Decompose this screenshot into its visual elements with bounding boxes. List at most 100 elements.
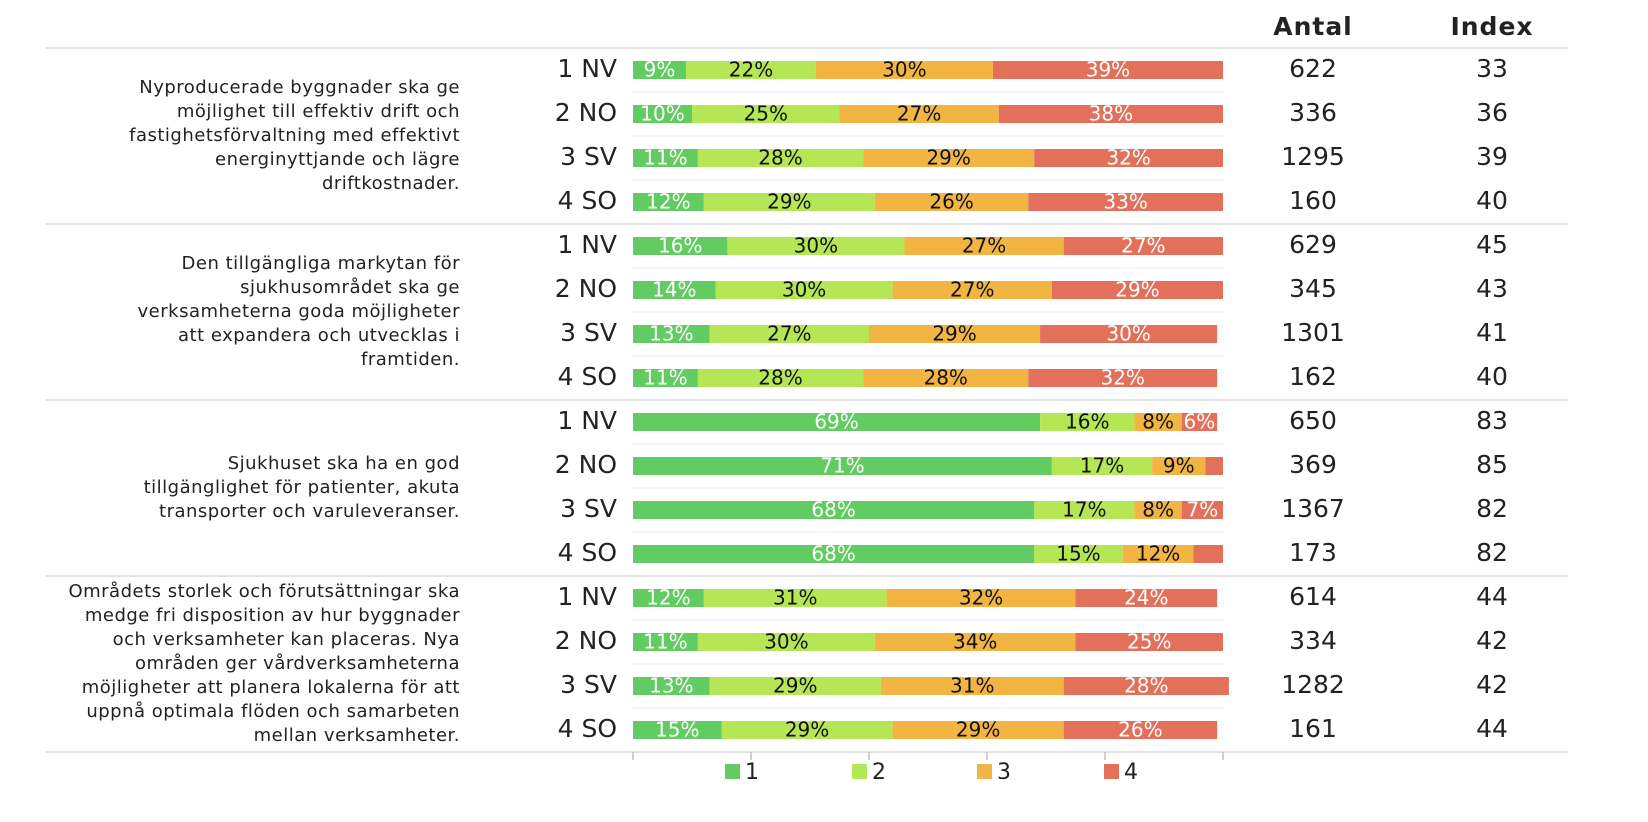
category-label: 2 NO xyxy=(555,450,617,479)
column-value: 41 xyxy=(1476,318,1508,347)
column-value: 43 xyxy=(1476,274,1508,303)
bar-segment xyxy=(1134,501,1182,519)
value-label: 13% xyxy=(649,674,693,698)
value-label: 22% xyxy=(729,58,773,82)
bar-segment xyxy=(703,193,875,211)
column-value: 650 xyxy=(1289,406,1337,435)
column-value: 42 xyxy=(1476,670,1508,699)
value-label: 29% xyxy=(1115,278,1159,302)
column-value: 369 xyxy=(1289,450,1337,479)
value-label: 13% xyxy=(649,322,693,346)
column-value: 161 xyxy=(1289,714,1337,743)
column-value: 173 xyxy=(1289,538,1337,567)
category-label: 3 SV xyxy=(560,318,617,347)
question-line: uppnå optimala flöden och samarbeten xyxy=(86,701,460,722)
question-line: framtiden. xyxy=(361,349,460,370)
question-line: energinyttjande och lägre xyxy=(215,149,460,170)
bar-segment xyxy=(633,413,1041,431)
category-label: 1 NV xyxy=(557,406,617,435)
question-line: möjligheter att planera lokalerna för at… xyxy=(82,677,460,698)
bar-segment xyxy=(727,237,905,255)
question-line: att expandera och utvecklas i xyxy=(178,325,460,346)
question-line: områden ger vårdverksamheterna xyxy=(135,653,460,674)
value-label: 9% xyxy=(1163,454,1195,478)
value-label: 14% xyxy=(652,278,696,302)
bar-segment xyxy=(633,677,710,695)
column-value: 40 xyxy=(1476,362,1508,391)
value-label: 34% xyxy=(953,630,997,654)
bar-segment xyxy=(692,105,840,123)
value-label: 25% xyxy=(744,102,788,126)
bar-segment xyxy=(633,149,698,167)
value-label: 17% xyxy=(1080,454,1124,478)
legend-label: 1 xyxy=(745,760,759,785)
column-value: 622 xyxy=(1289,54,1337,83)
bar-segment xyxy=(633,193,704,211)
bar-segment xyxy=(709,325,869,343)
bar-segment xyxy=(1152,457,1206,475)
question-line: Sjukhuset ska ha en god xyxy=(228,453,460,474)
bar-segment xyxy=(1075,633,1223,651)
question-line: medge fri disposition av hur byggnader xyxy=(85,605,460,626)
bar-segment xyxy=(992,61,1223,79)
value-label: 17% xyxy=(1062,498,1106,522)
bar-segment xyxy=(1181,501,1223,519)
column-value: 1301 xyxy=(1281,318,1345,347)
column-value: 44 xyxy=(1476,714,1508,743)
column-value: 45 xyxy=(1476,230,1508,259)
bar-segment xyxy=(874,193,1029,211)
category-label: 1 NV xyxy=(557,54,617,83)
bar-segment xyxy=(904,237,1064,255)
value-label: 27% xyxy=(767,322,811,346)
value-label: 8% xyxy=(1142,410,1174,434)
value-label: 29% xyxy=(767,190,811,214)
value-label: 16% xyxy=(1065,410,1109,434)
column-header: Antal xyxy=(1273,12,1353,41)
category-label: 1 NV xyxy=(557,582,617,611)
value-label: 32% xyxy=(1100,366,1144,390)
value-label: 11% xyxy=(643,630,687,654)
bar-segment xyxy=(633,589,704,607)
bar-segment xyxy=(633,237,728,255)
column-value: 334 xyxy=(1289,626,1337,655)
bar-segment xyxy=(633,105,692,123)
column-value: 1367 xyxy=(1281,494,1345,523)
value-label: 29% xyxy=(932,322,976,346)
bar-segment xyxy=(1193,545,1223,563)
bar-segment xyxy=(709,677,881,695)
bar-segment xyxy=(1028,369,1218,387)
bar-segment xyxy=(1063,677,1229,695)
column-value: 82 xyxy=(1476,538,1508,567)
value-label: 25% xyxy=(1127,630,1171,654)
value-label: 68% xyxy=(811,498,855,522)
bar-segment xyxy=(697,369,864,387)
bar-segment xyxy=(863,369,1029,387)
value-label: 69% xyxy=(814,410,858,434)
question-line: Den tillgängliga markytan för xyxy=(182,253,461,274)
bar-segment xyxy=(815,61,993,79)
value-label: 8% xyxy=(1142,498,1174,522)
column-value: 1295 xyxy=(1281,142,1345,171)
category-label: 2 NO xyxy=(555,98,617,127)
value-label: 9% xyxy=(644,58,676,82)
column-value: 162 xyxy=(1289,362,1337,391)
value-label: 26% xyxy=(1118,718,1162,742)
category-label: 4 SO xyxy=(558,362,617,391)
value-label: 71% xyxy=(820,454,864,478)
value-label: 29% xyxy=(956,718,1000,742)
value-label: 27% xyxy=(1121,234,1165,258)
column-value: 614 xyxy=(1289,582,1337,611)
bar-segment xyxy=(1034,545,1123,563)
bar-segment xyxy=(633,281,716,299)
value-label: 38% xyxy=(1089,102,1133,126)
bar-segment xyxy=(697,149,864,167)
category-label: 3 SV xyxy=(560,670,617,699)
bar-segment xyxy=(633,457,1052,475)
bar-segment xyxy=(633,369,698,387)
value-label: 28% xyxy=(758,366,802,390)
bar-segment xyxy=(686,61,816,79)
value-label: 28% xyxy=(923,366,967,390)
value-label: 27% xyxy=(897,102,941,126)
value-label: 27% xyxy=(962,234,1006,258)
